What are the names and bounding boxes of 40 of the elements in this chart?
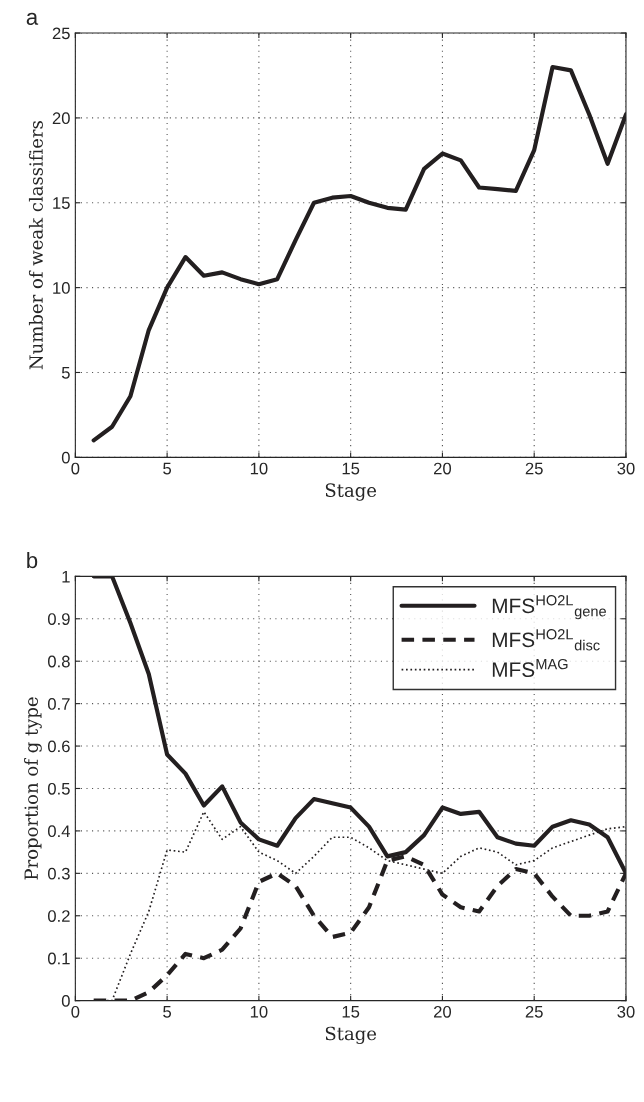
y-tick-label: 20 <box>52 112 70 125</box>
y-tick-label: 0.8 <box>47 655 70 668</box>
x-tick-label: 30 <box>617 1005 635 1018</box>
y-tick-label: 5 <box>61 367 70 379</box>
y-tick-label: 0.2 <box>47 910 70 922</box>
chart-title: a <box>26 12 39 25</box>
y-tick-label: 0.7 <box>47 698 70 710</box>
y-tick-label: 0 <box>61 995 70 1007</box>
y-tick-label: 1 <box>62 570 70 583</box>
y-tick-label: 0.5 <box>47 782 70 795</box>
x-tick-label: 25 <box>525 462 543 475</box>
y-tick-label: 15 <box>53 197 70 209</box>
x-tick-label: 15 <box>342 1006 360 1018</box>
legend-label: MFS$^{MAG}$ <box>492 658 568 678</box>
y-tick-label: 10 <box>53 282 70 294</box>
x-tick-label: 0 <box>71 1005 80 1018</box>
legend-label: MFS$^{HO2L}$$_{gene}$ <box>492 595 606 620</box>
x-tick-label: 30 <box>617 462 635 475</box>
y-tick-label: 0 <box>61 451 70 464</box>
x-tick-label: 10 <box>250 462 268 475</box>
x-axis-title: Stage <box>325 483 377 501</box>
legend-label: MFS$^{HO2L}$$_{disc}$ <box>492 629 600 651</box>
x-tick-label: 0 <box>71 462 80 475</box>
y-tick-label: 0.3 <box>47 867 70 880</box>
x-tick-label: 15 <box>342 462 360 475</box>
y-axis-title: Number of weak classifiers <box>28 121 43 370</box>
y-tick-label: 25 <box>52 27 70 40</box>
y-tick-label: 0.4 <box>47 825 70 838</box>
x-tick-label: 5 <box>163 462 172 475</box>
y-tick-label: 0.1 <box>47 952 70 965</box>
chart-title: b <box>27 551 38 569</box>
x-tick-label: 10 <box>250 1005 268 1018</box>
x-tick-label: 5 <box>163 1006 172 1018</box>
x-axis-title: Stage <box>325 1026 377 1045</box>
x-tick-label: 25 <box>525 1005 543 1018</box>
y-axis-title: Proportion of g type <box>24 697 42 880</box>
x-tick-label: 20 <box>434 1005 452 1018</box>
y-tick-label: 0.6 <box>47 740 70 753</box>
y-tick-label: 0.9 <box>47 613 70 625</box>
x-tick-label: 20 <box>434 462 452 475</box>
